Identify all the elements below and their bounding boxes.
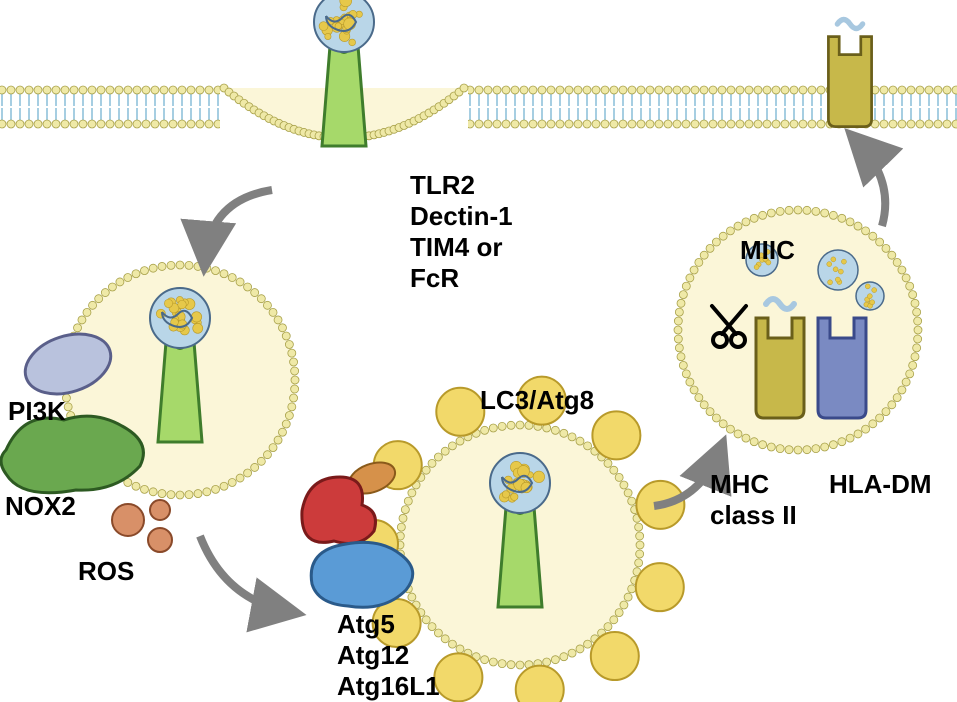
- lc3-dot: [592, 411, 640, 459]
- lc3-label: LC3/Atg8: [480, 385, 594, 416]
- lc3-dot: [516, 666, 564, 702]
- lc3-dot: [436, 388, 484, 436]
- nox2-label: NOX2: [5, 491, 76, 522]
- hladm-label: HLA-DM: [829, 469, 932, 500]
- atg-blue: [311, 542, 413, 607]
- atg-label: Atg5Atg12Atg16L1: [337, 609, 440, 702]
- pathway-arrow: [856, 140, 885, 226]
- ros-dot: [148, 528, 172, 552]
- nox2-blob: [1, 416, 143, 493]
- miic-label: MIIC: [740, 235, 795, 266]
- mhc-label: MHCclass II: [710, 469, 797, 531]
- mhc-molecule: [828, 19, 871, 126]
- lc3-dot: [434, 653, 482, 701]
- lc3-dot: [636, 563, 684, 611]
- receptors-label: TLR2Dectin-1TIM4 orFcR: [410, 170, 513, 294]
- pathway-arrow: [200, 536, 290, 612]
- ros-dot: [112, 504, 144, 536]
- pathway-arrow: [205, 190, 272, 260]
- ros-label: ROS: [78, 556, 134, 587]
- ros-dot: [150, 500, 170, 520]
- lc3-dot: [591, 632, 639, 680]
- lap-pathway-diagram: [0, 0, 957, 702]
- plasma-membrane: [0, 86, 957, 128]
- pi3k-label: PI3K: [8, 396, 66, 427]
- receptor-antigen: [314, 0, 374, 146]
